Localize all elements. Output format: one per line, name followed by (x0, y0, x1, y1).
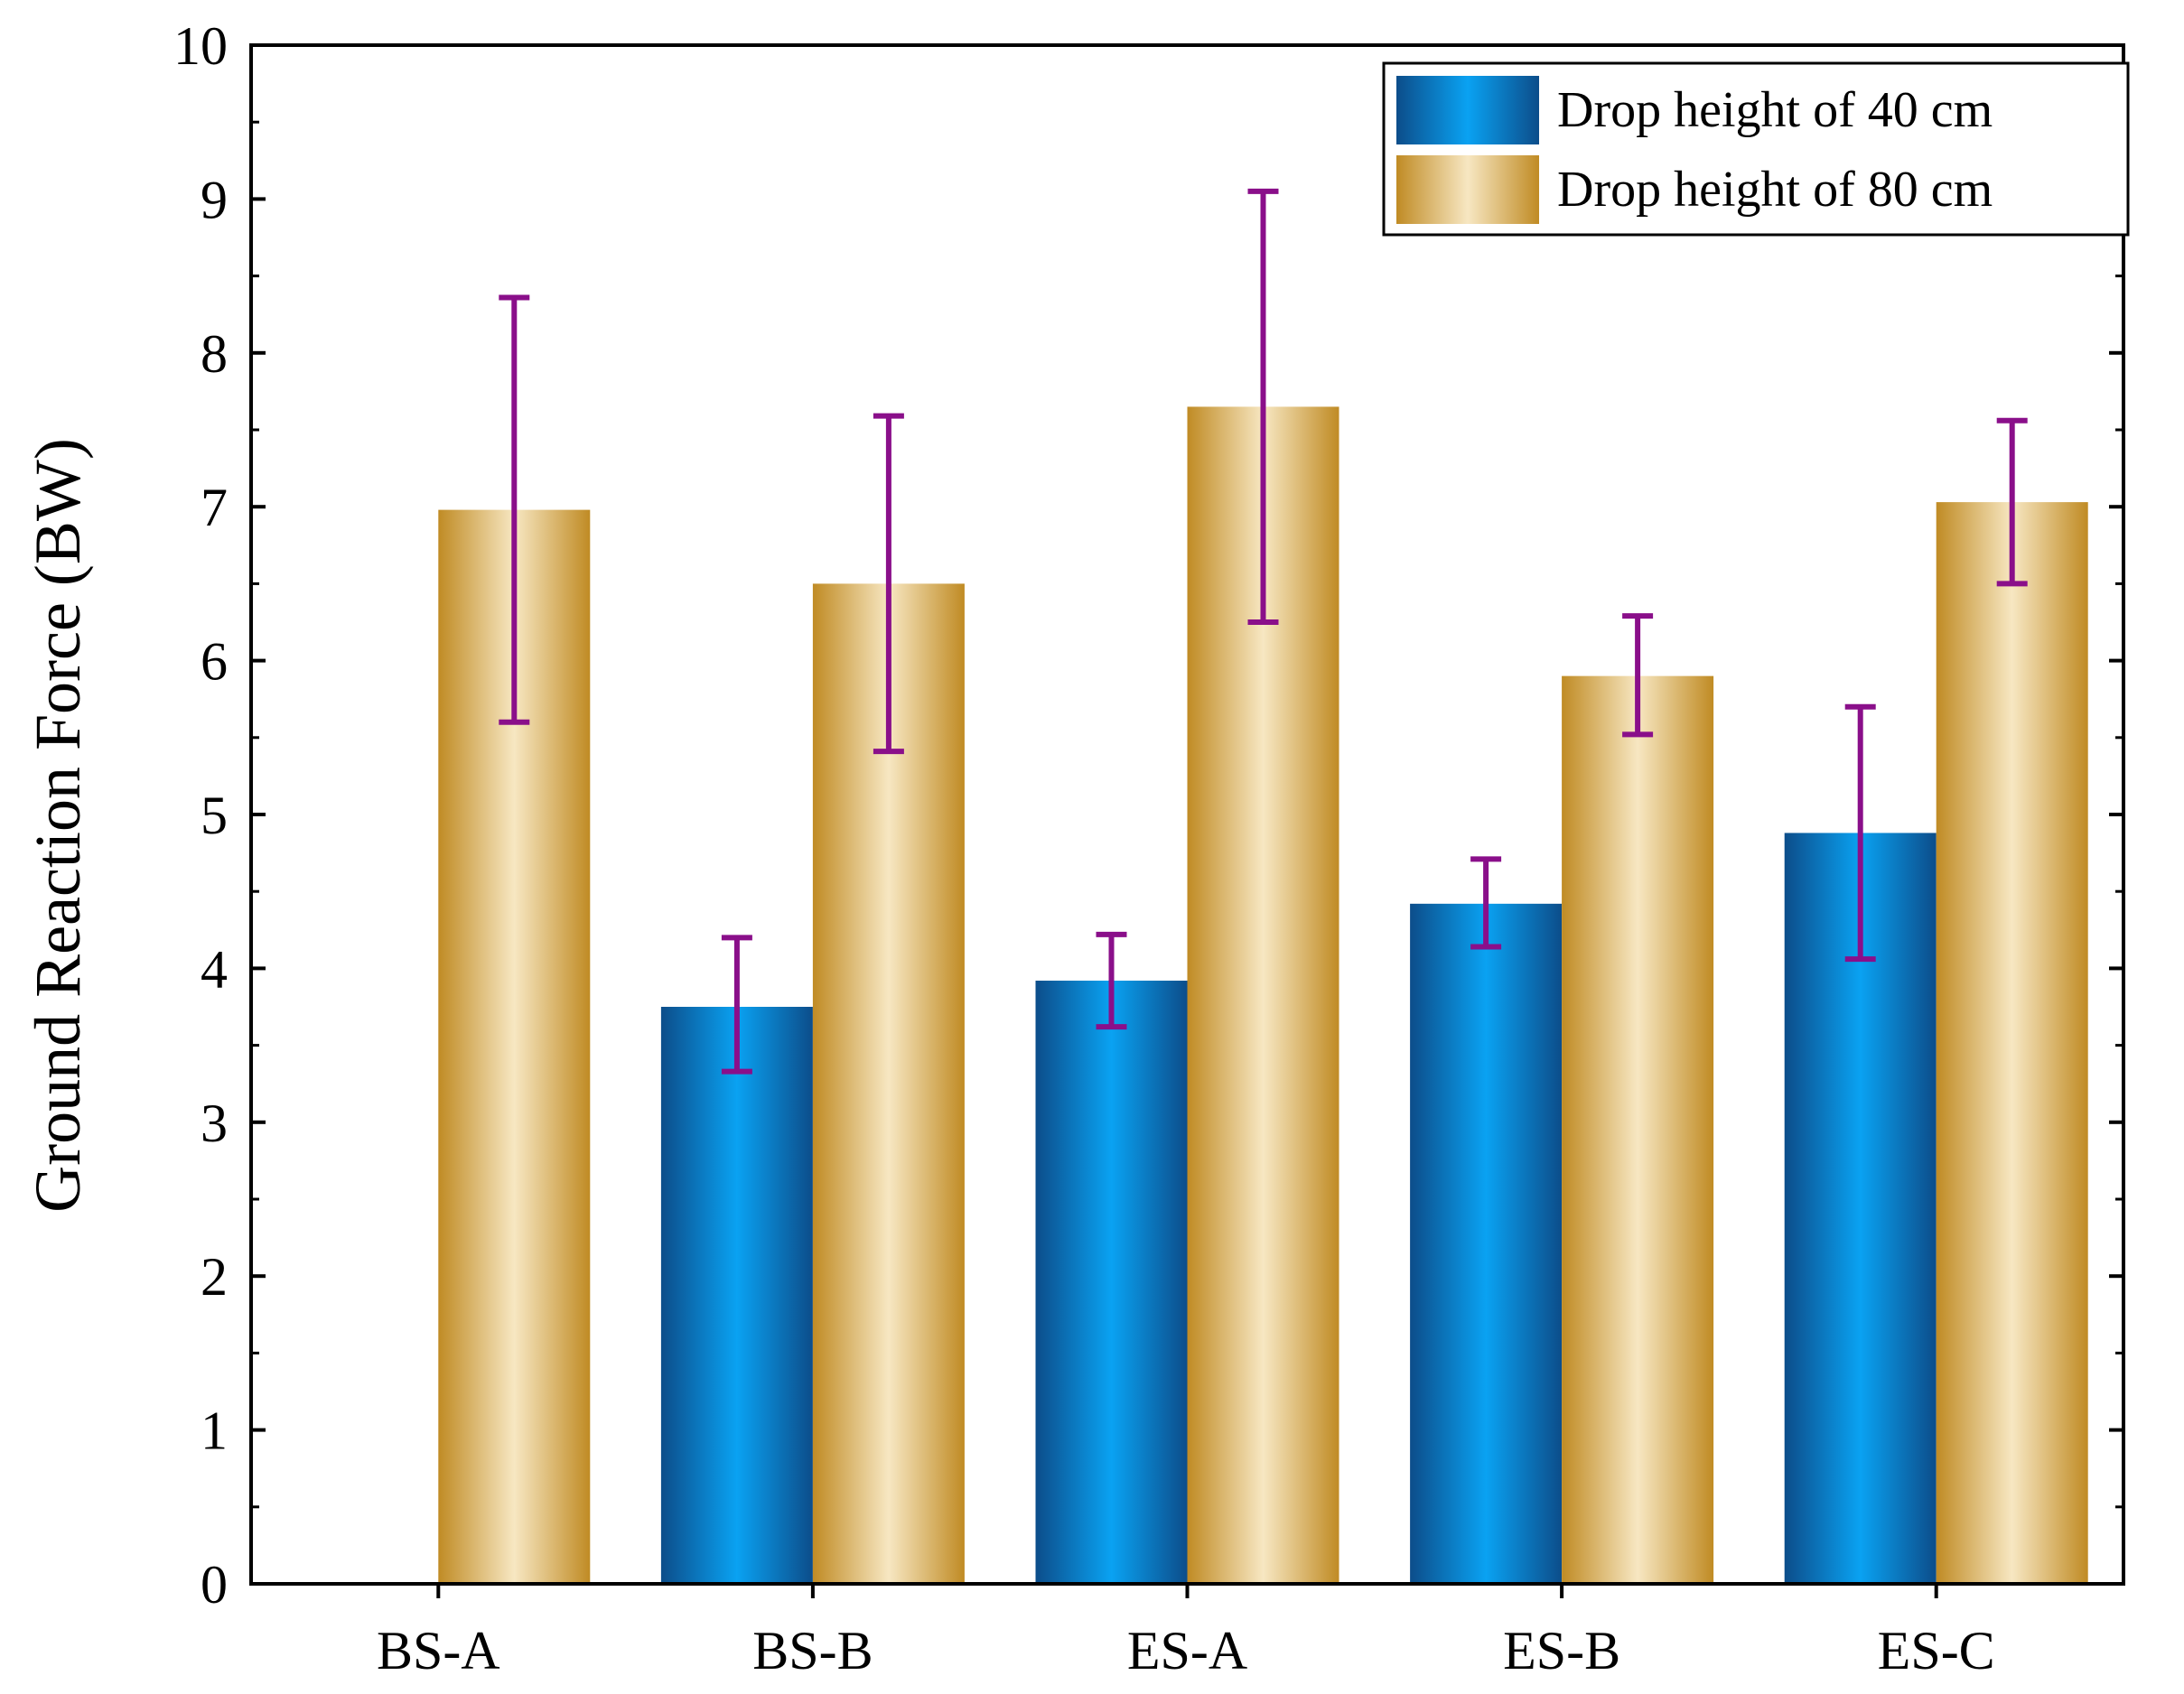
error-bar-es-a-series-2 (1247, 188, 1279, 625)
y-tick-label: 7 (201, 478, 228, 537)
y-tick-label: 10 (173, 16, 228, 76)
legend-swatch-series-2 (1396, 155, 1539, 224)
y-tick-label: 5 (201, 786, 228, 845)
error-bar-bs-b-series-2 (873, 413, 904, 755)
bar-es-b-series-2 (1562, 675, 1714, 1584)
error-bars-layer (499, 188, 2028, 1075)
y-axis-title: Ground Reaction Force (BW) (22, 438, 94, 1213)
error-bar-es-c-series-2 (1996, 417, 2028, 587)
error-bar-es-a-series-1 (1096, 931, 1127, 1030)
x-axis-ticks: BS-A BS-B ES-A ES-B ES-C (377, 1584, 1995, 1680)
y-tick-label: 6 (201, 632, 228, 692)
legend-label-series-1: Drop height of 40 cm (1557, 82, 1993, 138)
y-tick-label: 8 (201, 324, 228, 384)
error-bar-es-c-series-1 (1844, 703, 1876, 963)
legend: Drop height of 40 cm Drop height of 80 cm (1382, 61, 2130, 237)
y-tick-label: 9 (201, 170, 228, 229)
legend-label-series-2: Drop height of 80 cm (1557, 162, 1993, 218)
x-tick-label-bs-b: BS-B (752, 1621, 873, 1680)
y-tick-label: 3 (201, 1094, 228, 1153)
legend-swatch-series-1 (1396, 76, 1539, 144)
error-bar-es-b-series-2 (1622, 613, 1654, 738)
y-tick-label: 4 (201, 939, 228, 999)
y-tick-label: 1 (201, 1401, 228, 1461)
x-tick-label-es-b: ES-B (1503, 1621, 1620, 1680)
bar-es-c-series-2 (1936, 502, 2088, 1584)
bar-bs-b-series-1 (660, 1007, 813, 1584)
y-tick-label: 2 (201, 1247, 228, 1307)
error-bar-es-b-series-1 (1470, 856, 1502, 950)
y-axis-ticks: 0 1 2 3 4 5 6 7 8 9 10 (173, 16, 2123, 1615)
x-tick-label-bs-a: BS-A (377, 1621, 500, 1680)
bar-es-b-series-1 (1410, 903, 1563, 1584)
x-tick-label-es-c: ES-C (1878, 1621, 1995, 1680)
x-tick-label-es-a: ES-A (1127, 1621, 1247, 1680)
error-bar-bs-b-series-1 (721, 935, 752, 1075)
y-tick-label: 0 (201, 1555, 228, 1615)
bar-es-a-series-1 (1035, 981, 1188, 1584)
error-bar-bs-a-series-2 (499, 294, 530, 725)
bars-layer (438, 406, 2088, 1585)
